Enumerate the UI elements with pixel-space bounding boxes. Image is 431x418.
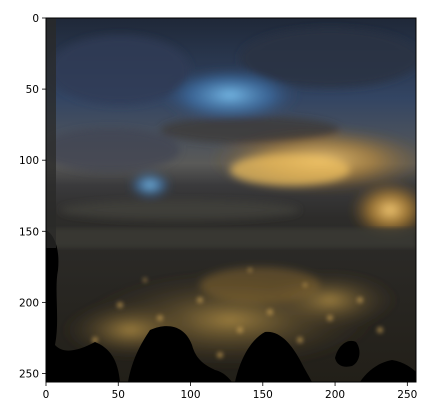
y-tick-label: 150 — [19, 226, 39, 238]
axes-frame — [45, 17, 417, 383]
y-tick-label: 50 — [26, 84, 39, 96]
y-tick-label: 200 — [19, 297, 39, 309]
x-tick-label: 100 — [181, 389, 201, 401]
x-axis-ticks: 0 50 100 150 200 250 — [43, 382, 417, 401]
image-area — [46, 18, 416, 382]
horizon-band — [46, 228, 416, 248]
y-tick-label: 100 — [19, 155, 39, 167]
y-axis-ticks: 0 50 100 150 200 250 — [19, 13, 46, 380]
left-edge-shadow — [46, 18, 56, 248]
x-tick-label: 150 — [253, 389, 273, 401]
x-tick-label: 50 — [112, 389, 125, 401]
x-tick-label: 200 — [325, 389, 345, 401]
y-tick-label: 0 — [32, 13, 39, 25]
x-tick-label: 0 — [43, 389, 50, 401]
clouds — [46, 28, 416, 240]
city-light-dots — [92, 268, 383, 358]
y-tick-label: 250 — [19, 368, 39, 380]
x-tick-label: 250 — [397, 389, 417, 401]
